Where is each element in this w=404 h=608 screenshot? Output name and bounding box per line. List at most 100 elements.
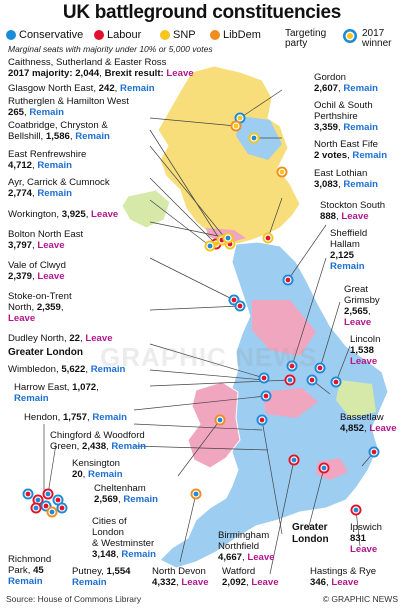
watermark: GRAPHIC NEWS <box>100 342 318 372</box>
grimsby-name2: Grimsby <box>344 295 380 306</box>
greater-london-heading: Greater London <box>8 347 84 358</box>
richmond-result: Remain <box>8 576 43 587</box>
cities-result: Remain <box>121 549 157 560</box>
richmond-name2: Park, <box>8 565 31 576</box>
libdem-dot-icon <box>210 30 220 40</box>
label-vale-of-clwyd: Vale of Clwyd 2,379, Leave <box>8 260 66 282</box>
clwyd-name: Vale of Clwyd <box>8 260 66 271</box>
marker-stockton <box>282 274 294 286</box>
marker-bolton <box>234 300 246 312</box>
harrow-name: Harrow East, <box>14 382 70 393</box>
label-glasgow-ne: Glasgow North East, 242, Remain <box>8 83 155 94</box>
label-dudley: Dudley North, 22, Leave <box>8 333 113 344</box>
hendon-majority: 1,757 <box>62 412 87 423</box>
marker-watford <box>288 454 300 466</box>
label-stockton: Stockton South 888, Leave <box>320 200 386 222</box>
rutherglen-result: Remain <box>29 107 65 118</box>
label-ne-fife: North East Fife 2 votes, Remain <box>314 139 388 161</box>
ochil-result: Remain <box>343 122 379 133</box>
caithness-result: Leave <box>166 68 194 79</box>
bassetlaw-majority: 4,852 <box>340 423 365 434</box>
wimbledon-majority: 5,622 <box>61 364 86 375</box>
marker-l8 <box>46 506 58 518</box>
ayr-result: Remain <box>37 188 73 199</box>
hastings-name: Hastings & Rye <box>310 566 377 577</box>
bolton-name: Bolton North East <box>8 229 84 240</box>
east-lothian-name: East Lothian <box>314 168 368 179</box>
watford-name: Watford <box>222 566 256 577</box>
birmingham-majority: 4,667 <box>218 552 243 563</box>
subtitle: Marginal seats with majority under 10% o… <box>8 44 213 54</box>
targeting-winner-icon <box>343 29 357 43</box>
dudley-name: Dudley North, <box>8 333 67 344</box>
label-hastings: Hastings & Rye 346, Leave <box>310 566 377 588</box>
majority-label: 2017 majority: <box>8 68 73 79</box>
marker-sheffield <box>286 360 298 372</box>
marker-ochil <box>248 132 260 144</box>
ipswich-result: Leave <box>350 544 378 555</box>
north-devon-result: Leave <box>181 577 209 588</box>
wales-shape <box>187 381 241 469</box>
rutherglen-name: Rutherglen & Hamilton West <box>8 96 129 107</box>
legend-libdem: LibDem <box>210 29 261 41</box>
greater-london-inset-label: Greater London <box>292 522 329 545</box>
east-lothian-majority: 3,083 <box>314 179 339 190</box>
kensington-name: Kensington <box>72 458 121 469</box>
marker-lothian <box>262 232 274 244</box>
marker-hastings <box>350 504 362 516</box>
label-cities-of-london: Cities of London & Westminster 3,148, Re… <box>92 516 157 560</box>
marker-workington <box>228 294 240 306</box>
workington-majority: 3,925 <box>61 209 86 220</box>
marker-renfrew <box>204 240 216 252</box>
ipswich-name: Ipswich <box>350 522 382 533</box>
stoke-result: Leave <box>8 313 36 324</box>
label-ayr: Ayr, Carrick & Cumnock 2,774, Remain <box>8 177 110 199</box>
lincoln-majority: 1,538 <box>350 345 375 356</box>
kensington-majority: 20 <box>72 469 83 480</box>
east-renfrewshire-majority: 4,712 <box>8 160 33 171</box>
caithness-name: Caithness, Sutherland & Easter Ross <box>8 57 167 68</box>
label-grimsby: Great Grimsby 2,565, Leave <box>344 284 380 328</box>
cheltenham-result: Remain <box>123 494 159 505</box>
birmingham-name: Birmingham <box>218 530 270 541</box>
harrow-majority: 1,072 <box>72 382 97 393</box>
workington-name: Workington, <box>8 209 60 220</box>
legend-snp-label: SNP <box>173 29 196 41</box>
birmingham-name2: Northfield <box>218 541 260 552</box>
chingford-name: Chingford & Woodford <box>50 430 145 441</box>
label-sheffield: Sheffield Hallam 2,125 Remain <box>330 228 367 272</box>
marker-dudley <box>260 390 272 402</box>
ochil-majority: 3,359 <box>314 122 339 133</box>
glasgow-ne-majority: 242 <box>98 83 115 94</box>
marker-bassetlaw <box>306 374 318 386</box>
legend-libdem-label: LibDem <box>223 29 261 41</box>
marker-ne-fife <box>276 166 288 178</box>
sheffield-name: Sheffield <box>330 228 368 239</box>
legend-winner-label: 2017 winner <box>362 28 392 49</box>
ayr-majority: 2,774 <box>8 188 33 199</box>
wimbledon-result: Remain <box>90 364 126 375</box>
chingford-result: Remain <box>111 441 147 452</box>
richmond-name: Richmond <box>8 554 52 565</box>
glasgow-ne-name: Glasgow North East, <box>8 83 96 94</box>
marker-ipswich <box>368 446 380 458</box>
legend-snp: SNP <box>160 29 196 41</box>
grimsby-result: Leave <box>344 317 372 328</box>
marker-lincoln <box>330 376 342 388</box>
label-coatbridge: Coatbridge, Chryston & Bellshill, 1,586,… <box>8 120 110 142</box>
marker-stoke <box>284 374 296 386</box>
watford-result: Leave <box>251 577 279 588</box>
label-harrow: Harrow East, 1,072, Remain <box>14 382 99 404</box>
label-watford: Watford 2,092, Leave <box>222 566 279 588</box>
coatbridge-majority: 1,586 <box>45 131 70 142</box>
glasgow-ne-result: Remain <box>120 83 155 94</box>
stoke-name: Stoke-on-Trent <box>8 291 72 302</box>
east-renfrewshire-result: Remain <box>37 160 73 171</box>
grimsby-majority: 2,565 <box>344 306 369 317</box>
marker-l4 <box>52 494 64 506</box>
marker-l7 <box>56 502 68 514</box>
ne-fife-majority: 2 votes <box>314 150 348 161</box>
north-england-red <box>252 300 316 356</box>
marker-grimsby <box>314 362 326 374</box>
page-title: UK battleground constituencies <box>62 2 342 23</box>
